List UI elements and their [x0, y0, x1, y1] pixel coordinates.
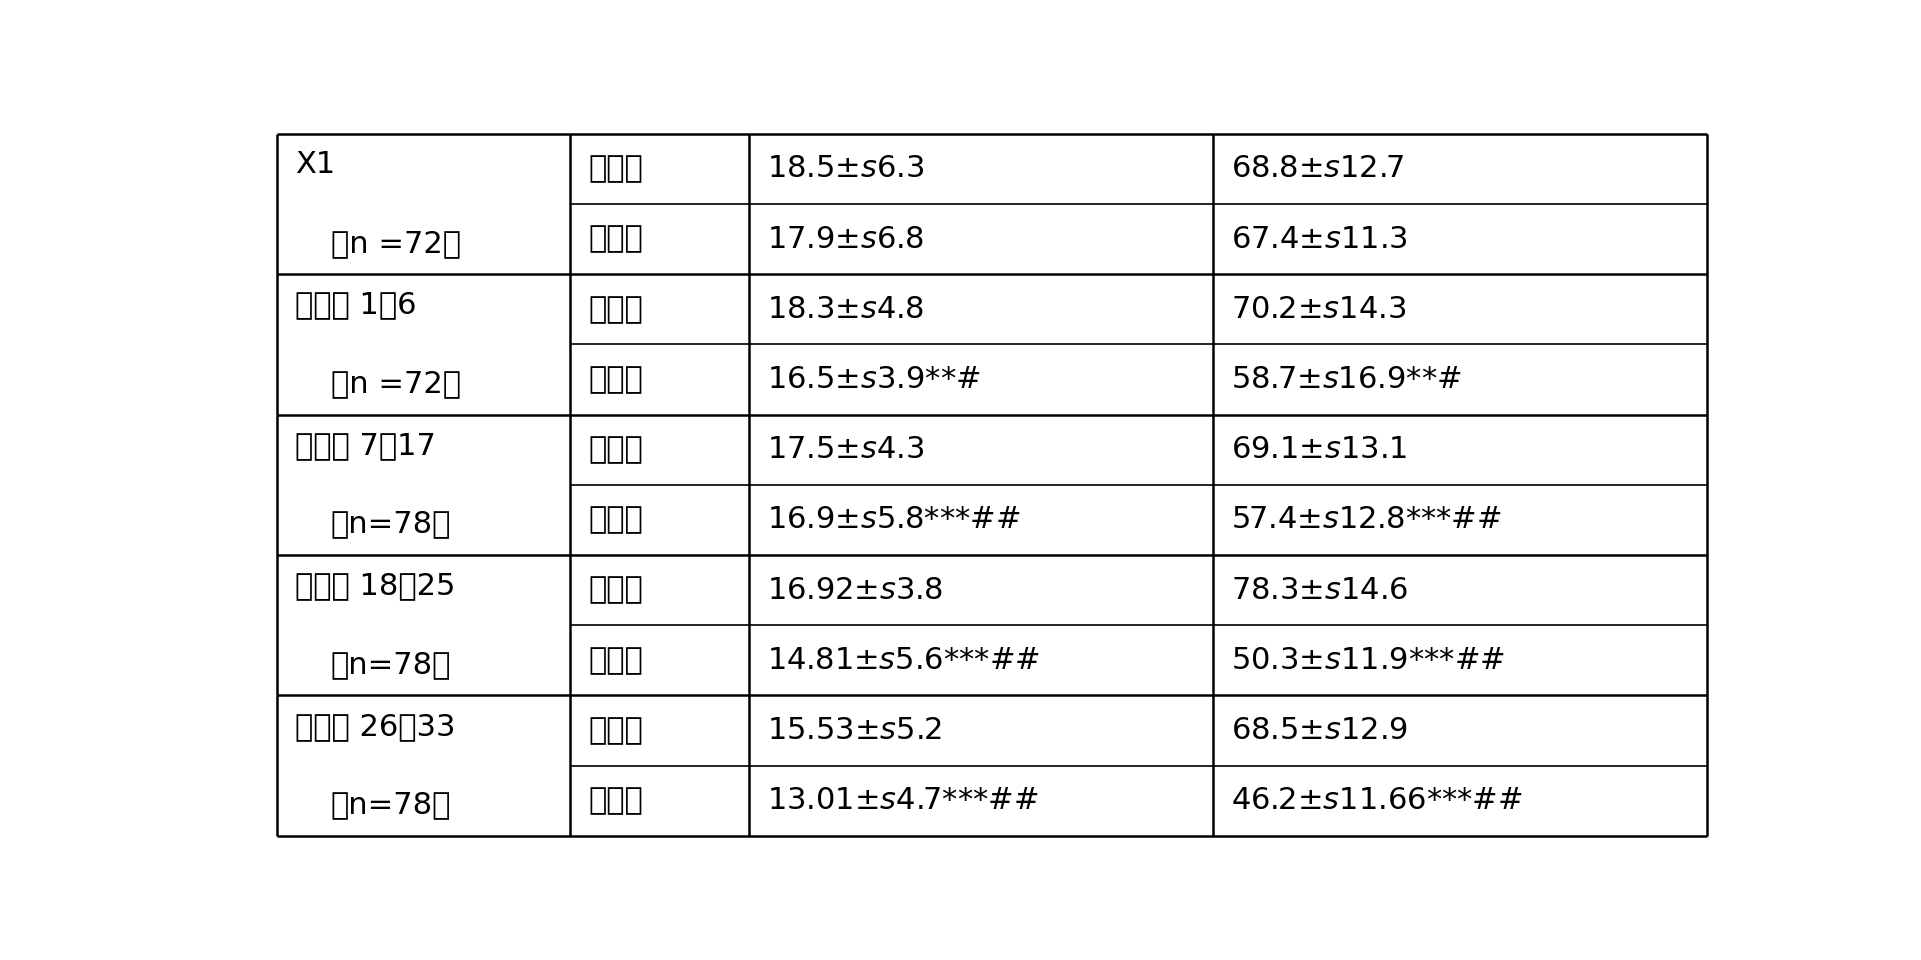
Text: （n =72）: （n =72） [330, 228, 461, 257]
Text: 57.4$\pm\it{s}$12.8***##: 57.4$\pm\it{s}$12.8***## [1231, 505, 1502, 535]
Text: 70.2$\pm\it{s}$14.3: 70.2$\pm\it{s}$14.3 [1231, 295, 1406, 324]
Text: 18.3$\pm\it{s}$4.8: 18.3$\pm\it{s}$4.8 [766, 295, 924, 324]
Text: 46.2$\pm\it{s}$11.66***##: 46.2$\pm\it{s}$11.66***## [1231, 786, 1523, 815]
Text: 使用后: 使用后 [588, 646, 644, 675]
Text: 58.7$\pm\it{s}$16.9**#: 58.7$\pm\it{s}$16.9**# [1231, 365, 1462, 394]
Text: 68.8$\pm\it{s}$12.7: 68.8$\pm\it{s}$12.7 [1231, 155, 1404, 183]
Text: 使用前: 使用前 [588, 716, 644, 745]
Text: 17.5$\pm\it{s}$4.3: 17.5$\pm\it{s}$4.3 [766, 435, 924, 465]
Text: 17.9$\pm\it{s}$6.8: 17.9$\pm\it{s}$6.8 [766, 225, 924, 253]
Text: （n=78）: （n=78） [330, 510, 451, 539]
Text: 16.92$\pm\it{s}$3.8: 16.92$\pm\it{s}$3.8 [766, 576, 943, 605]
Text: 使用前: 使用前 [588, 435, 644, 465]
Text: 69.1$\pm\it{s}$13.1: 69.1$\pm\it{s}$13.1 [1231, 435, 1408, 465]
Text: 18.5$\pm\it{s}$6.3: 18.5$\pm\it{s}$6.3 [766, 155, 924, 183]
Text: 15.53$\pm\it{s}$5.2: 15.53$\pm\it{s}$5.2 [766, 716, 941, 745]
Text: 实施例 18～25: 实施例 18～25 [296, 571, 455, 600]
Text: 使用前: 使用前 [588, 295, 644, 324]
Text: 14.81$\pm\it{s}$5.6***##: 14.81$\pm\it{s}$5.6***## [766, 646, 1039, 675]
Text: 50.3$\pm\it{s}$11.9***##: 50.3$\pm\it{s}$11.9***## [1231, 646, 1506, 675]
Text: X1: X1 [296, 150, 336, 180]
Text: 使用前: 使用前 [588, 576, 644, 605]
Text: 16.9$\pm\it{s}$5.8***##: 16.9$\pm\it{s}$5.8***## [766, 505, 1020, 535]
Text: 16.5$\pm\it{s}$3.9**#: 16.5$\pm\it{s}$3.9**# [766, 365, 980, 394]
Text: 使用后: 使用后 [588, 505, 644, 535]
Text: 实施例 1～6: 实施例 1～6 [296, 291, 417, 320]
Text: 67.4$\pm\it{s}$11.3: 67.4$\pm\it{s}$11.3 [1231, 225, 1408, 253]
Text: 使用前: 使用前 [588, 155, 644, 183]
Text: 68.5$\pm\it{s}$12.9: 68.5$\pm\it{s}$12.9 [1231, 716, 1408, 745]
Text: 使用后: 使用后 [588, 786, 644, 815]
Text: （n=78）: （n=78） [330, 790, 451, 820]
Text: 实施例 7～17: 实施例 7～17 [296, 431, 436, 460]
Text: 78.3$\pm\it{s}$14.6: 78.3$\pm\it{s}$14.6 [1231, 576, 1408, 605]
Text: （n =72）: （n =72） [330, 370, 461, 398]
Text: 实施例 26～33: 实施例 26～33 [296, 712, 455, 741]
Text: 使用后: 使用后 [588, 225, 644, 253]
Text: 13.01$\pm\it{s}$4.7***##: 13.01$\pm\it{s}$4.7***## [766, 786, 1039, 815]
Text: 使用后: 使用后 [588, 365, 644, 394]
Text: （n=78）: （n=78） [330, 650, 451, 679]
